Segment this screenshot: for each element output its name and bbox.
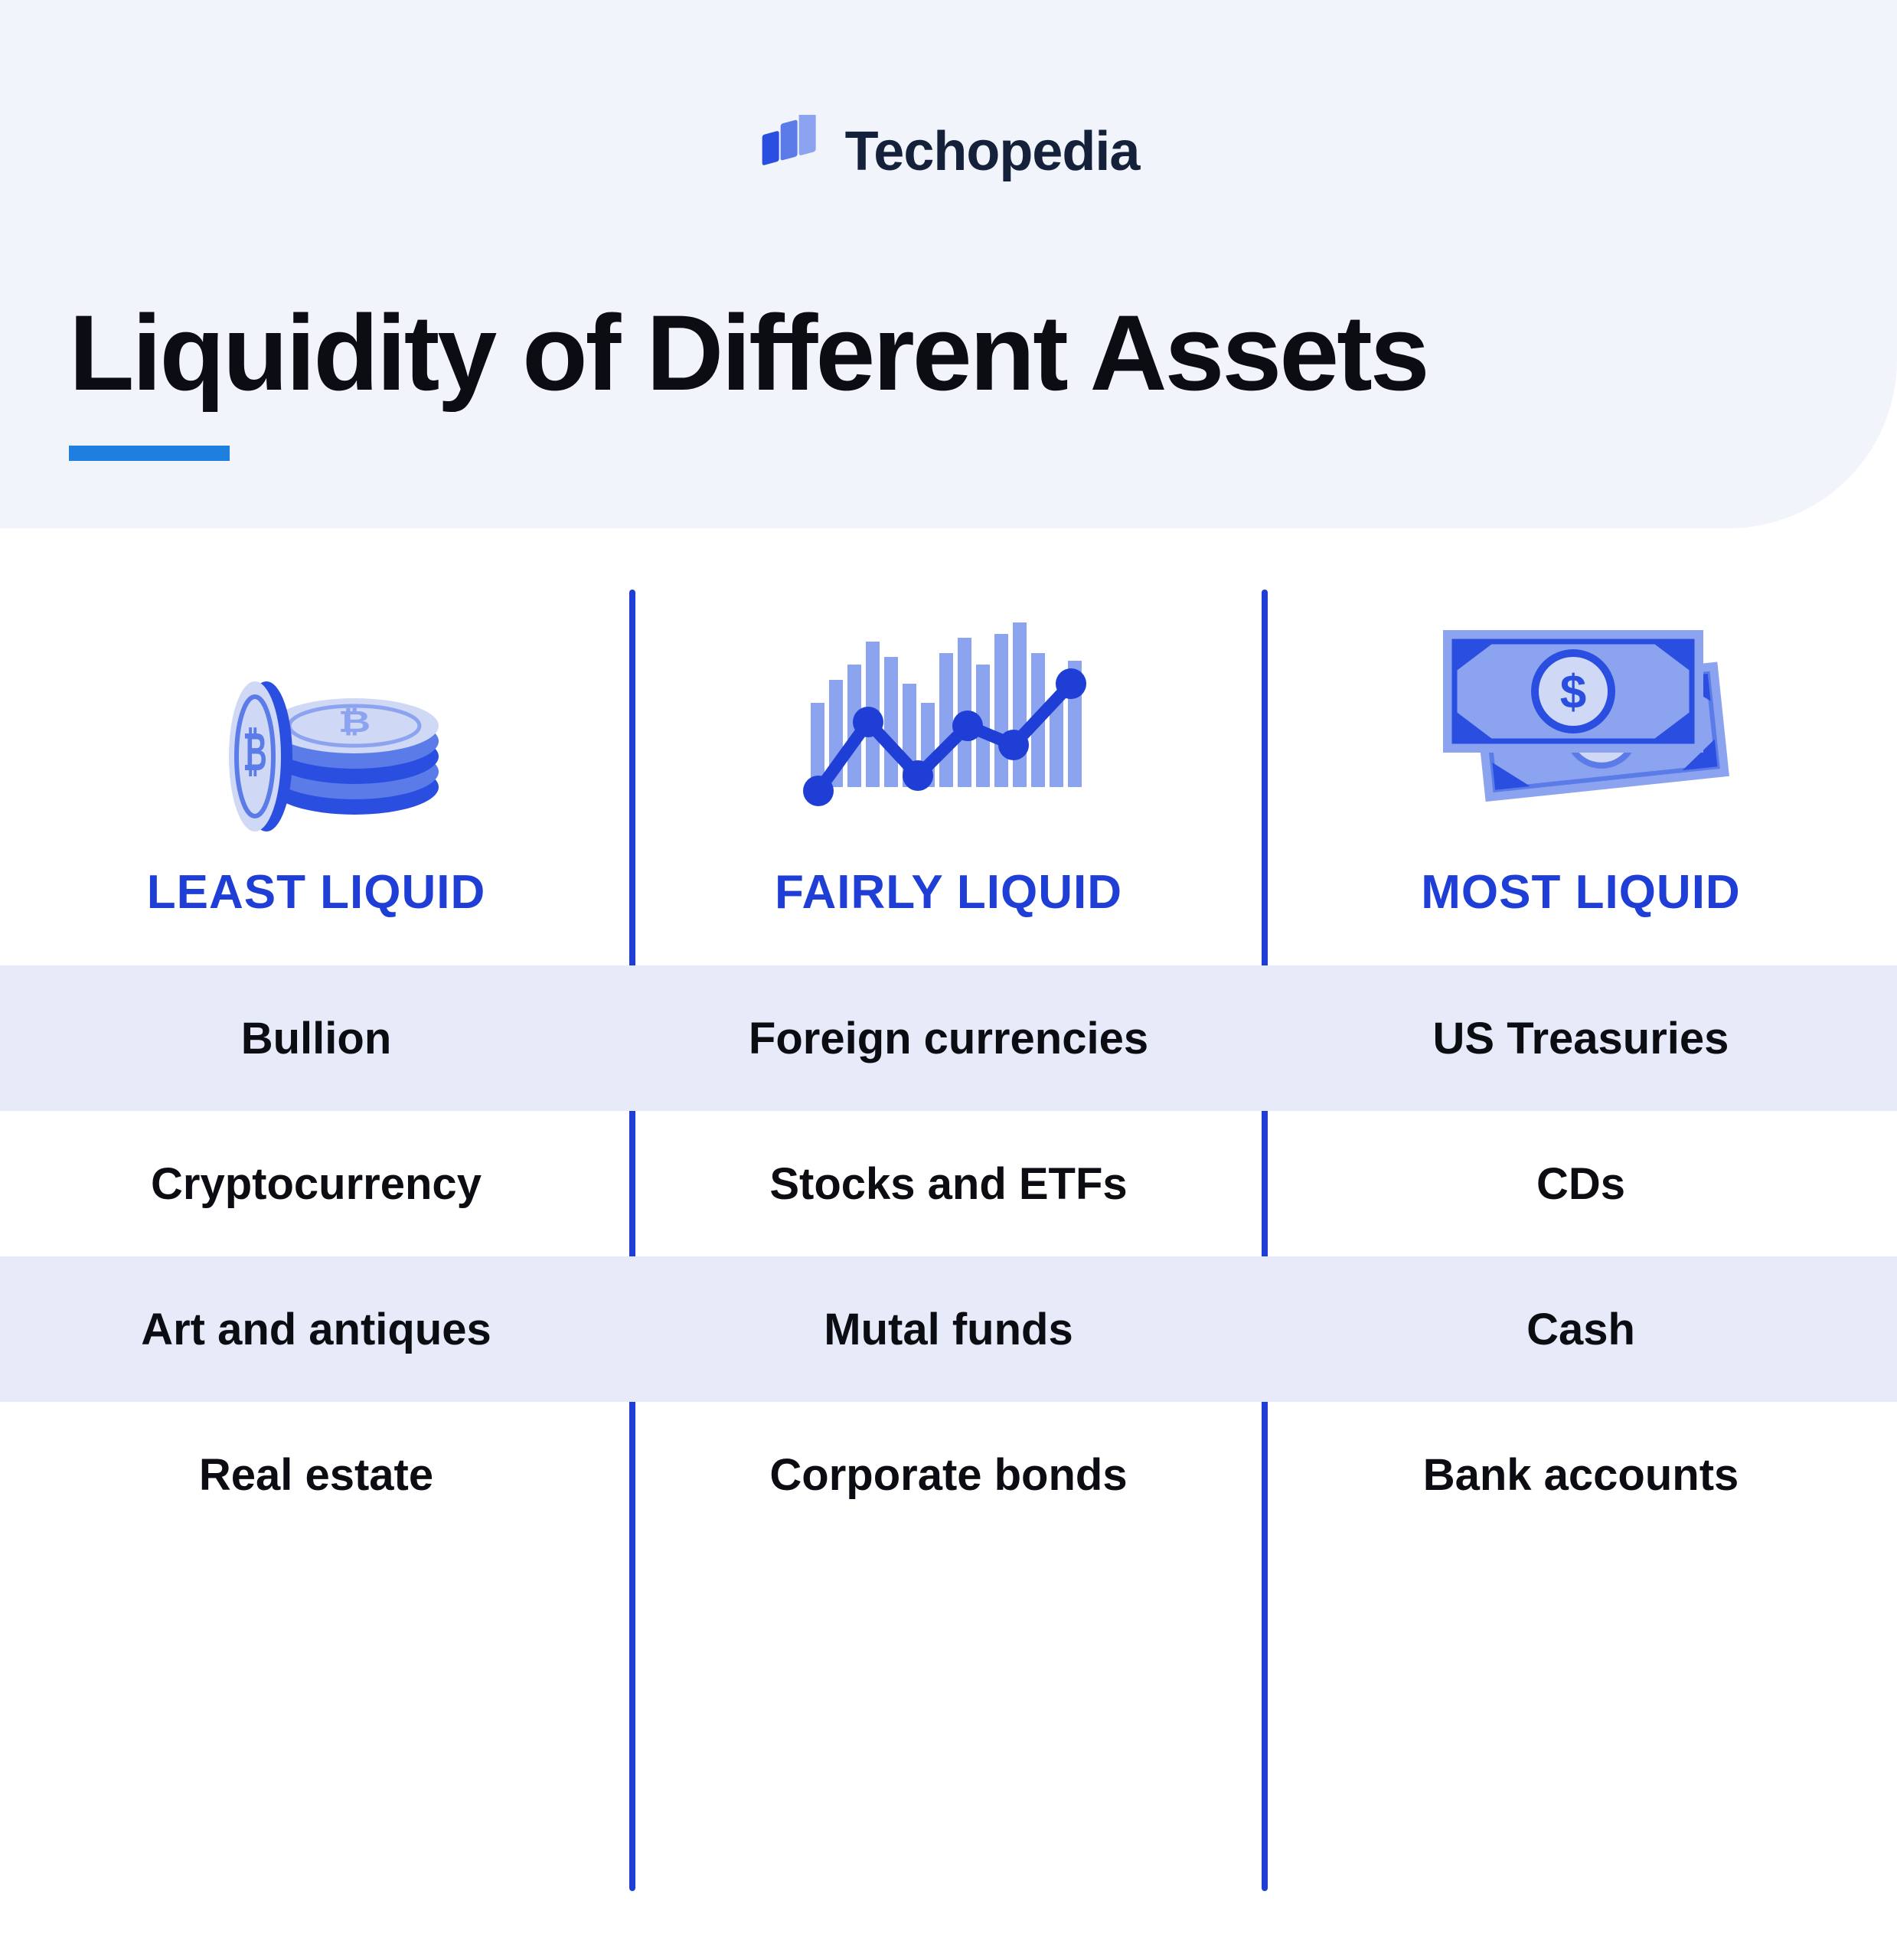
list-item: Bullion: [0, 965, 632, 1111]
item-label: Cryptocurrency: [151, 1158, 482, 1210]
column-heading: LEAST LIQUID: [147, 865, 486, 920]
item-label: Foreign currencies: [749, 1013, 1148, 1064]
item-label: Stocks and ETFs: [769, 1158, 1127, 1210]
column-heading: FAIRLY LIQUID: [775, 865, 1122, 920]
title-block: Liquidity of Different Assets: [69, 291, 1428, 461]
svg-text:$: $: [1560, 666, 1586, 719]
column-rows: Foreign currencies Stocks and ETFs Mutal…: [632, 965, 1265, 1547]
item-label: Mutal funds: [824, 1304, 1073, 1355]
item-label: US Treasuries: [1433, 1013, 1729, 1064]
title-underline: [69, 446, 230, 461]
columns-container: ₿ ₿ LEAST LIQUID Bullion Cryptocurrency …: [0, 590, 1897, 1891]
item-label: Real estate: [199, 1449, 433, 1501]
list-item: Corporate bonds: [632, 1402, 1265, 1547]
list-item: Foreign currencies: [632, 965, 1265, 1111]
coins-icon: ₿ ₿: [178, 603, 454, 837]
page-title: Liquidity of Different Assets: [69, 291, 1428, 415]
list-item: Cash: [1265, 1256, 1897, 1402]
chart-icon: [795, 611, 1102, 829]
column-icon-wrap: $ $: [1265, 590, 1897, 850]
list-item: Real estate: [0, 1402, 632, 1547]
column-heading: MOST LIQUID: [1421, 865, 1740, 920]
cash-icon: $ $: [1420, 611, 1742, 829]
item-label: Bullion: [241, 1013, 392, 1064]
item-label: Art and antiques: [141, 1304, 491, 1355]
list-item: Art and antiques: [0, 1256, 632, 1402]
list-item: Mutal funds: [632, 1256, 1265, 1402]
svg-text:₿: ₿: [338, 704, 371, 738]
brand-logo-icon: [758, 115, 827, 188]
brand: Techopedia: [758, 115, 1140, 188]
list-item: US Treasuries: [1265, 965, 1897, 1111]
column-icon-wrap: [632, 590, 1265, 850]
liquidity-column-fairly: FAIRLY LIQUID Foreign currencies Stocks …: [632, 590, 1265, 1891]
item-label: CDs: [1536, 1158, 1625, 1210]
infographic-page: Techopedia Liquidity of Different Assets: [0, 0, 1897, 1960]
liquidity-column-least: ₿ ₿ LEAST LIQUID Bullion Cryptocurrency …: [0, 590, 632, 1891]
list-item: CDs: [1265, 1111, 1897, 1256]
column-rows: US Treasuries CDs Cash Bank accounts: [1265, 965, 1897, 1547]
liquidity-column-most: $ $: [1265, 590, 1897, 1891]
item-label: Cash: [1526, 1304, 1635, 1355]
svg-text:₿: ₿: [243, 721, 266, 781]
column-icon-wrap: ₿ ₿: [0, 590, 632, 850]
column-rows: Bullion Cryptocurrency Art and antiques …: [0, 965, 632, 1547]
brand-name: Techopedia: [845, 120, 1140, 183]
list-item: Bank accounts: [1265, 1402, 1897, 1547]
list-item: Cryptocurrency: [0, 1111, 632, 1256]
item-label: Bank accounts: [1423, 1449, 1739, 1501]
item-label: Corporate bonds: [769, 1449, 1127, 1501]
list-item: Stocks and ETFs: [632, 1111, 1265, 1256]
